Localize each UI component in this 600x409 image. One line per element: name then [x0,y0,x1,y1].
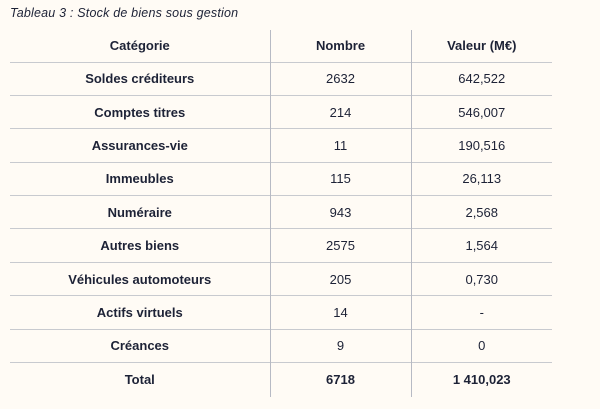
table-row: Véhicules automoteurs 205 0,730 [10,262,552,296]
cell-categorie: Assurances-vie [91,137,188,153]
cell-valeur: 1,564 [410,228,552,263]
table-row: Numéraire 943 2,568 [10,195,552,229]
cell-nombre: 115 [269,162,411,196]
cell-valeur: 546,007 [410,95,552,129]
table-row: Assurances-vie 11 190,516 [10,128,552,163]
cell-nombre: 11 [269,128,411,163]
cell-total-valeur: 1 410,023 [410,362,552,397]
table-header-row: Catégorie Nombre Valeur (M€) [10,30,552,62]
column-header-nombre: Nombre [269,30,411,62]
table-row: Créances 9 0 [10,329,552,363]
cell-nombre: 2632 [269,62,411,96]
cell-categorie: Numéraire [107,204,172,220]
column-header-valeur: Valeur (M€) [410,30,552,62]
cell-nombre: 205 [269,262,411,296]
cell-total-label: Total [124,372,155,388]
cell-total-nombre: 6718 [269,362,411,397]
cell-categorie: Véhicules automoteurs [68,271,212,287]
table-row: Actifs virtuels 14 - [10,295,552,330]
cell-valeur: 26,113 [410,162,552,196]
table-row: Immeubles 115 26,113 [10,162,552,196]
cell-nombre: 943 [269,195,411,229]
cell-categorie: Créances [110,338,170,354]
column-header-categorie: Catégorie [109,38,170,54]
cell-valeur: 190,516 [410,128,552,163]
cell-valeur: - [410,295,552,330]
cell-nombre: 14 [269,295,411,330]
cell-categorie: Autres biens [100,238,180,254]
cell-categorie: Actifs virtuels [96,304,183,320]
cell-valeur: 0 [410,329,552,363]
table-caption: Tableau 3 : Stock de biens sous gestion [10,6,239,20]
table-row: Soldes créditeurs 2632 642,522 [10,62,552,96]
cell-nombre: 214 [269,95,411,129]
table-row: Comptes titres 214 546,007 [10,95,552,129]
cell-valeur: 642,522 [410,62,552,96]
cell-categorie: Soldes créditeurs [85,71,195,87]
cell-nombre: 2575 [269,228,411,263]
cell-categorie: Immeubles [105,171,174,187]
cell-categorie: Comptes titres [94,104,186,120]
table-row: Autres biens 2575 1,564 [10,228,552,263]
table-row-total: Total 6718 1 410,023 [10,362,552,397]
cell-valeur: 2,568 [410,195,552,229]
cell-valeur: 0,730 [410,262,552,296]
cell-nombre: 9 [269,329,411,363]
stock-table: Catégorie Nombre Valeur (M€) Soldes créd… [10,30,552,397]
